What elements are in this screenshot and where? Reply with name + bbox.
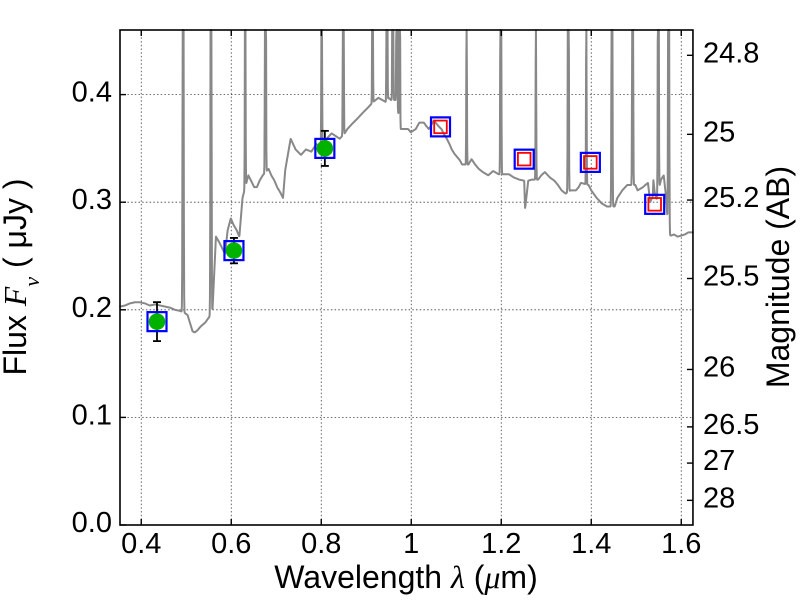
svg-text:0.4: 0.4 [121,528,161,560]
svg-text:28: 28 [703,482,735,514]
svg-text:Flux Fν ( μJy ): Flux Fν ( μJy ) [0,178,44,375]
svg-text:Wavelength λ (μm): Wavelength λ (μm) [274,559,537,595]
svg-text:1: 1 [403,528,419,560]
svg-text:0.0: 0.0 [72,507,112,539]
svg-text:0.8: 0.8 [301,528,341,560]
svg-text:26.5: 26.5 [703,409,759,441]
svg-text:0.3: 0.3 [72,184,112,216]
svg-text:1.2: 1.2 [481,528,521,560]
svg-text:1.6: 1.6 [661,528,701,560]
svg-text:24.8: 24.8 [703,37,759,69]
svg-text:27: 27 [703,445,735,477]
svg-text:0.4: 0.4 [72,77,112,109]
svg-text:0.2: 0.2 [72,292,112,324]
svg-text:25: 25 [703,116,735,148]
svg-text:0.1: 0.1 [72,399,112,431]
svg-text:25.2: 25.2 [703,182,759,214]
svg-text:Magnitude (AB): Magnitude (AB) [760,166,796,388]
svg-text:26: 26 [703,351,735,383]
svg-text:25.5: 25.5 [703,261,759,293]
svg-text:1.4: 1.4 [571,528,611,560]
svg-text:0.6: 0.6 [211,528,251,560]
